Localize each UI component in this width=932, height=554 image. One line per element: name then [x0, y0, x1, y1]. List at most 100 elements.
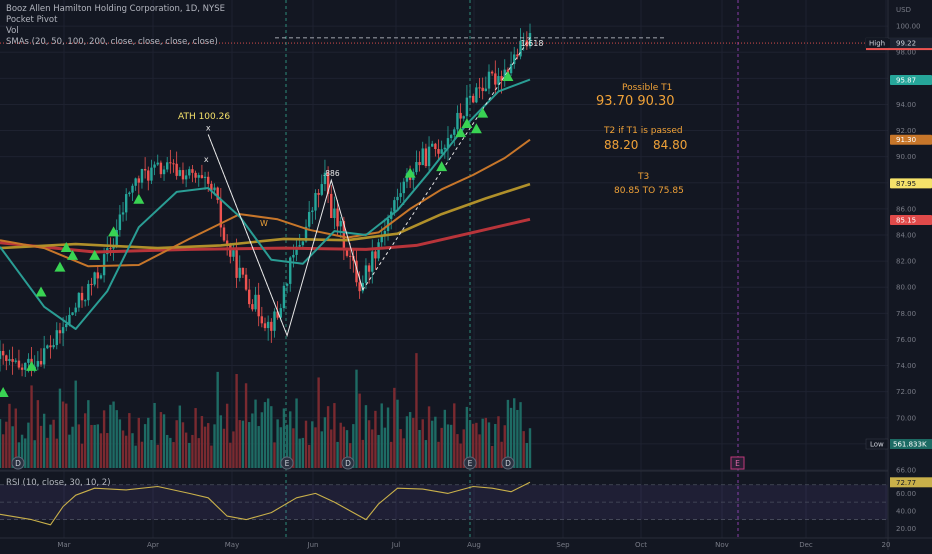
candle-body [77, 292, 81, 308]
pocket-pivot-marker [436, 161, 448, 172]
volume-bar [487, 422, 491, 468]
candle-body [121, 212, 125, 215]
pattern-w-label: W [260, 219, 268, 228]
t2-value-a: 88.20 [604, 138, 639, 152]
candle-body [295, 246, 298, 255]
volume-bar [443, 409, 447, 468]
rsi-value-badge-text: 72.77 [896, 479, 916, 487]
earnings-marker-label: D [345, 459, 351, 468]
volume-bar [509, 407, 513, 468]
candle-body [434, 143, 437, 150]
candle-body [475, 87, 478, 103]
candle-body [178, 170, 182, 176]
candle-body [270, 321, 273, 331]
volume-bar [427, 406, 431, 468]
volume-bar [525, 442, 529, 468]
month-label: Jul [391, 541, 401, 549]
candle-body [87, 283, 90, 301]
t3-values: 80.85 TO 75.85 [614, 186, 684, 196]
volume-bar [153, 402, 156, 468]
volume-bar [408, 412, 412, 468]
month-label: May [225, 541, 239, 549]
volume-bar [207, 423, 210, 468]
volume-bar [140, 441, 144, 468]
candle-body [345, 248, 349, 256]
volume-bar [320, 431, 323, 468]
candle-body [20, 367, 24, 370]
volume-bar [61, 401, 65, 468]
sma-value-badge-text: 87.95 [896, 180, 916, 188]
pocket-pivot-marker [455, 127, 467, 138]
candle-body [216, 187, 219, 200]
candle-body [289, 257, 292, 284]
volume-bar [46, 437, 49, 468]
volume-bar [383, 427, 387, 468]
pocket-pivot-marker [35, 286, 47, 297]
candle-body [52, 345, 55, 348]
volume-bar [528, 428, 532, 468]
volume-bar [465, 406, 469, 468]
volume-bar [0, 419, 2, 468]
volume-bar [225, 403, 229, 468]
volume-bar [106, 433, 109, 468]
candle-body [301, 241, 305, 246]
volume-bar [484, 417, 488, 468]
candle-body [393, 200, 396, 212]
volume-bar [169, 437, 172, 468]
volume-bar [367, 420, 371, 468]
candle-body [232, 250, 235, 257]
volume-bar [134, 445, 137, 468]
volume-bar [229, 442, 232, 468]
pocket-pivot-marker [404, 167, 416, 178]
rsi-label: RSI (10, close, 30, 10, 2) [6, 478, 111, 488]
candle-body [159, 162, 163, 175]
high-badge-label: High [869, 40, 885, 48]
volume-bar [377, 434, 380, 468]
volume-bar [440, 427, 443, 468]
volume-bar [519, 402, 522, 468]
chart-legend: Booz Allen Hamilton Holding Corporation,… [6, 4, 225, 48]
candle-body [128, 192, 131, 195]
pattern-x-label-2: x [204, 155, 209, 164]
candle-body [61, 327, 65, 334]
volume-bar [503, 425, 506, 468]
candle-body [342, 221, 346, 249]
volume-bar [494, 423, 497, 468]
volume-bar [42, 413, 46, 468]
rsi-tick-label: 60.00 [896, 490, 916, 498]
candle-body [282, 285, 286, 309]
month-label: Dec [799, 541, 813, 549]
sma-value-badge-text: 85.15 [896, 216, 916, 224]
high-badge-value-bg [890, 38, 932, 49]
candle-body [213, 187, 216, 191]
volume-bar [77, 424, 81, 468]
price-tick-label: 74.00 [896, 362, 916, 370]
candle-body [367, 265, 371, 272]
volume-bar [74, 380, 77, 468]
candle-body [210, 183, 213, 191]
candle-body [503, 69, 506, 81]
pocket-pivot-marker [0, 386, 9, 397]
sma-value-badge [890, 214, 932, 225]
price-tick-label: 78.00 [896, 310, 916, 318]
volume-bar [33, 440, 36, 468]
sma-value-badge-text: 91.30 [896, 136, 916, 144]
volume-bar [244, 383, 248, 468]
candle-body [497, 76, 500, 85]
candle-body [36, 361, 40, 367]
volume-bar [364, 405, 368, 468]
volume-bar [289, 411, 292, 468]
volume-bar [147, 417, 150, 468]
volume-bar [273, 442, 276, 468]
candle-body [364, 265, 368, 283]
candle-body [519, 40, 522, 57]
volume-bar [421, 419, 424, 468]
candle-body [225, 240, 229, 244]
candle-body [516, 54, 519, 57]
candle-body [257, 294, 260, 317]
volume-bar [481, 418, 484, 468]
price-tick-label: 80.00 [896, 284, 916, 292]
volume-bar [497, 416, 500, 468]
